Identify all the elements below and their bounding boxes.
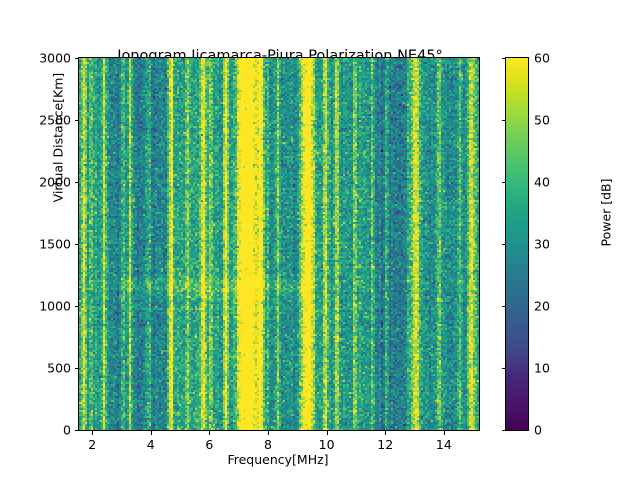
x-tick-label: 6	[205, 437, 214, 452]
colorbar-label: Power [dB]	[598, 178, 614, 247]
y-tick-label: 3000	[39, 50, 71, 66]
y-tick-mark	[74, 244, 78, 245]
x-tick-mark	[268, 431, 269, 435]
x-tick-label: 2	[88, 437, 97, 452]
y-tick-mark	[74, 58, 78, 59]
colorbar-tick-mark	[501, 368, 505, 369]
colorbar-tick-label: 60	[534, 50, 550, 66]
y-tick-mark	[74, 430, 78, 431]
y-tick-label: 1000	[39, 298, 71, 314]
colorbar-tick-mark	[501, 430, 505, 431]
y-tick-mark	[74, 120, 78, 121]
colorbar[interactable]: 0 10 20 30 40 50 60	[501, 51, 550, 438]
colorbar-gradient	[506, 58, 528, 430]
x-tick-mark	[92, 431, 94, 435]
colorbar-tick-label: 0	[534, 422, 542, 438]
x-axis-label: Frequency[MHz]	[227, 452, 329, 467]
colorbar-tick-mark	[501, 120, 505, 121]
y-tick-mark	[74, 368, 78, 369]
colorbar-tick-label: 10	[534, 360, 550, 376]
ionogram-plot-area[interactable]: 0 500 1000 1500 2000 2500 3000 2 4 6 8 10 12 14	[39, 51, 480, 452]
colorbar-tick-label: 30	[534, 236, 550, 252]
x-tick-mark	[326, 431, 328, 435]
colorbar-tick-mark	[501, 182, 505, 183]
x-tick-mark	[385, 431, 387, 435]
colorbar-tick-mark	[501, 58, 505, 59]
x-tick-label: 14	[435, 437, 452, 452]
y-axis-label: Virtual Distance[Km]	[50, 72, 66, 203]
y-tick-mark	[74, 306, 78, 307]
colorbar-tick-mark	[501, 306, 505, 307]
colorbar-tick-mark	[501, 244, 505, 245]
x-tick-mark	[443, 431, 445, 435]
x-tick-label: 12	[377, 437, 394, 452]
ionogram-heatmap[interactable]	[79, 58, 479, 430]
y-tick-mark	[74, 182, 78, 183]
x-tick-mark	[209, 431, 211, 435]
y-tick-label: 1500	[39, 236, 71, 252]
y-tick-label: 500	[47, 360, 71, 376]
x-tick-mark	[150, 431, 152, 435]
y-tick-label: 2000	[39, 174, 71, 190]
x-tick-label: 10	[318, 437, 335, 452]
y-tick-label: 0	[63, 422, 71, 438]
colorbar-tick-label: 50	[534, 112, 550, 128]
x-tick-label: 4	[146, 437, 155, 452]
x-tick-label: 8	[264, 437, 272, 452]
colorbar-tick-label: 20	[534, 298, 550, 314]
colorbar-tick-label: 40	[534, 174, 550, 190]
y-tick-label: 2500	[39, 112, 71, 128]
